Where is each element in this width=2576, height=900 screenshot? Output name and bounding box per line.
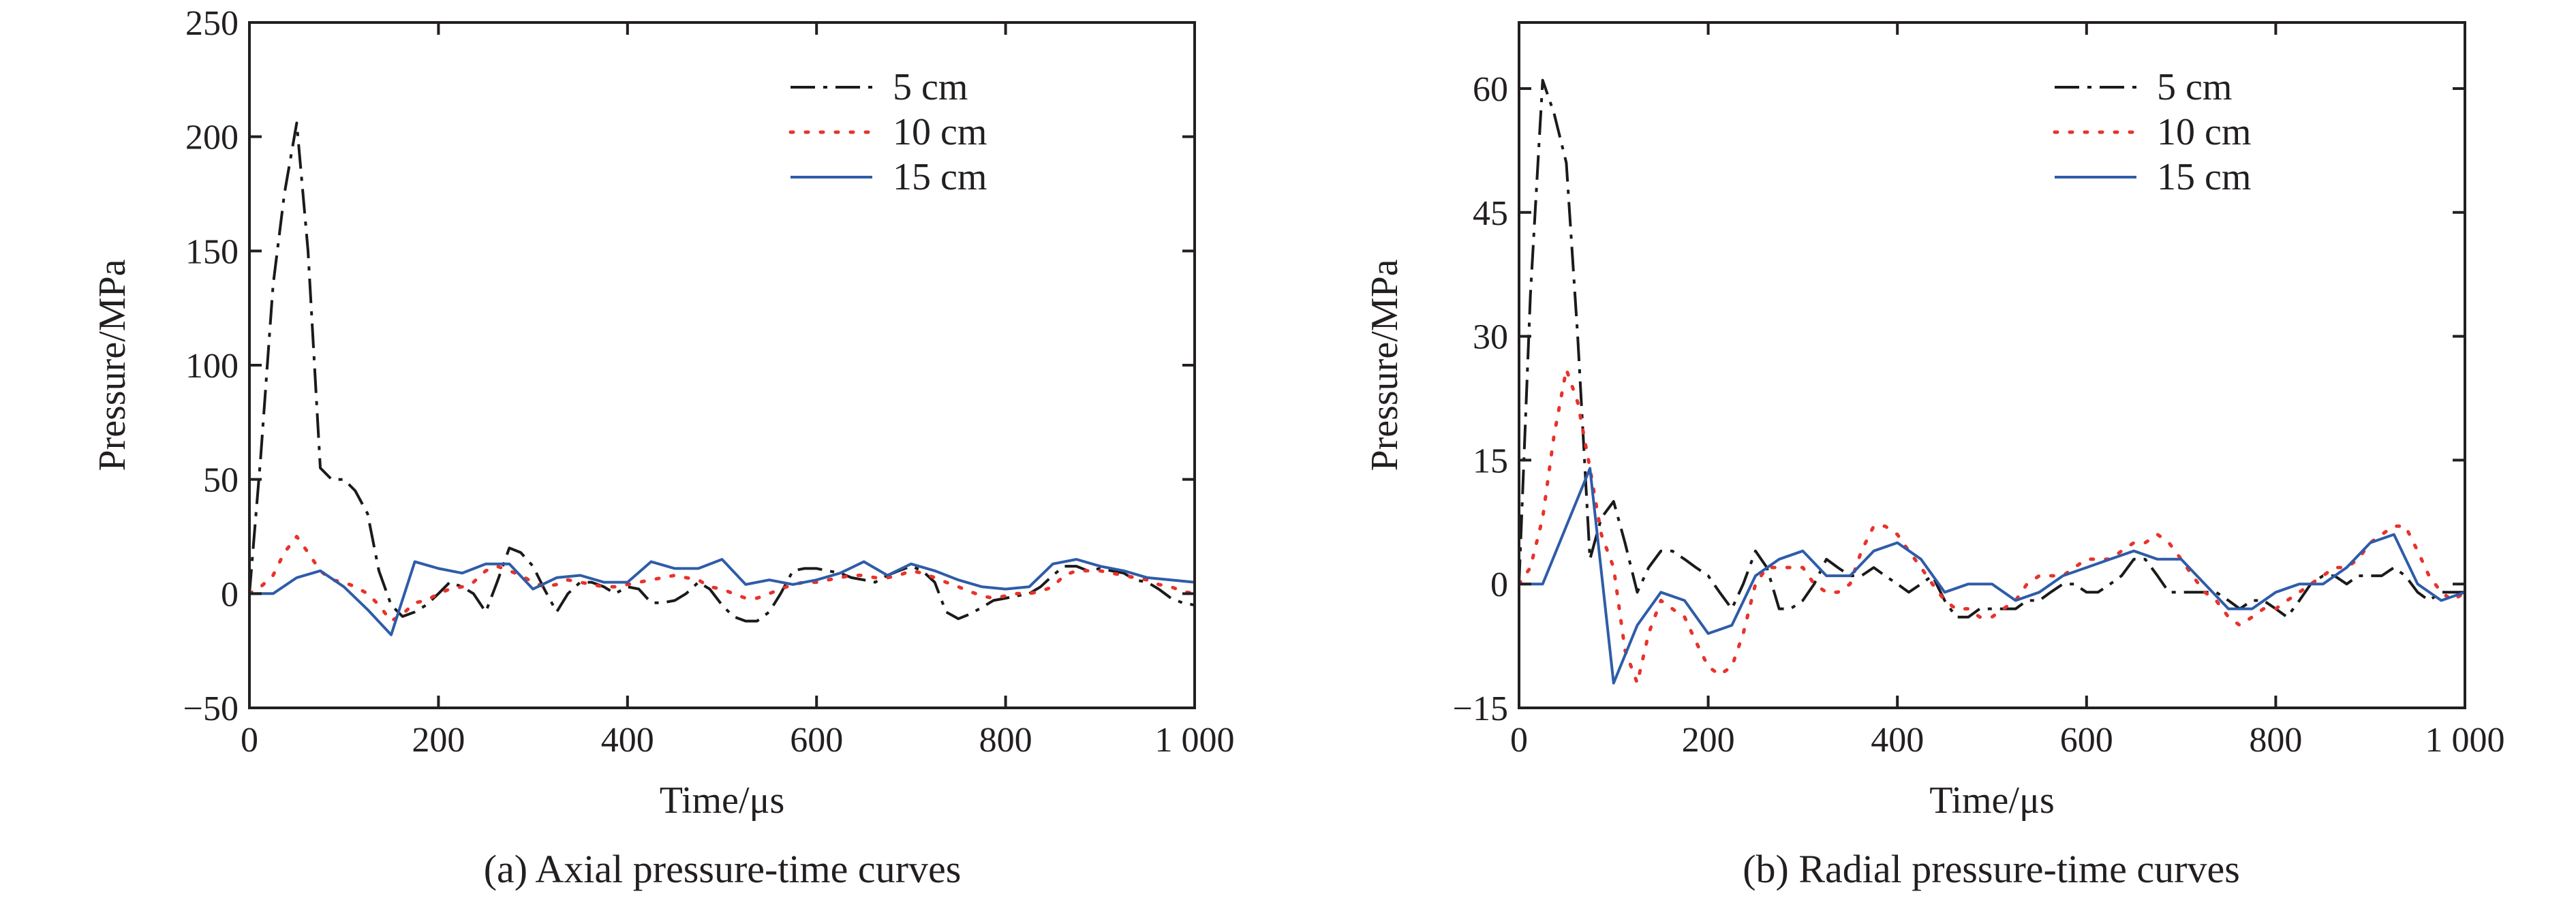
x-tick-label: 0 [1510,721,1528,760]
y-tick-label: 45 [1473,194,1508,233]
x-tick-label: 600 [790,721,843,760]
series-line-5-cm [249,121,1195,623]
x-tick-label: 400 [1871,721,1924,760]
chart-panel-a: 0 200 400 600 800 1 000−50050100150200250Time… [91,4,1235,891]
legend-label: 15 cm [2157,156,2251,198]
series-line-10-cm [249,535,1195,623]
y-tick-label: 200 [185,119,239,157]
x-tick-label: 1 000 [2425,721,2505,760]
legend-label: 5 cm [2157,66,2232,108]
y-tick-label: 250 [185,4,239,43]
y-tick-label: 100 [185,347,239,386]
y-tick-label: 30 [1473,318,1508,357]
plot-frame [248,21,1196,709]
y-tick-label: 50 [203,461,239,500]
x-tick-label: 800 [979,721,1032,760]
series-line-10-cm [1519,367,2465,685]
x-tick-label: 200 [1682,721,1735,760]
y-tick-label: 15 [1473,441,1508,480]
legend-label: 5 cm [893,66,968,108]
x-tick-label: 600 [2060,721,2113,760]
series-line-5-cm [1519,78,2465,619]
y-axis-label: Pressure/MPa [1364,259,1406,471]
x-tick-label: 800 [2249,721,2302,760]
y-tick-label: −15 [1453,689,1508,728]
legend-label: 15 cm [893,156,987,198]
x-tick-label: 400 [601,721,654,760]
x-tick-label: 1 000 [1155,721,1235,760]
y-tick-label: 150 [185,232,239,271]
y-tick-label: 0 [221,575,239,614]
y-tick-label: −50 [183,689,239,728]
x-tick-label: 0 [241,721,258,760]
series-line-15-cm [1519,467,2465,685]
y-tick-label: 0 [1490,565,1508,604]
x-tick-label: 200 [412,721,465,760]
legend-label: 10 cm [2157,111,2251,153]
y-tick-label: 60 [1473,70,1508,109]
x-axis-label: Time/μs [1929,779,2055,822]
chart-panel-b: 0 200 400 600 800 1 000−15015304560Time/μsPre… [1364,21,2505,891]
plot-frame [1518,21,2466,709]
y-axis-label: Pressure/MPa [91,259,134,471]
x-axis-label: Time/μs [660,779,785,822]
series-line-15-cm [249,558,1195,636]
legend-label: 10 cm [893,111,987,153]
figure-caption: (b) Radial pressure-time curves [1743,847,2240,891]
figure-caption: (a) Axial pressure-time curves [484,847,962,891]
